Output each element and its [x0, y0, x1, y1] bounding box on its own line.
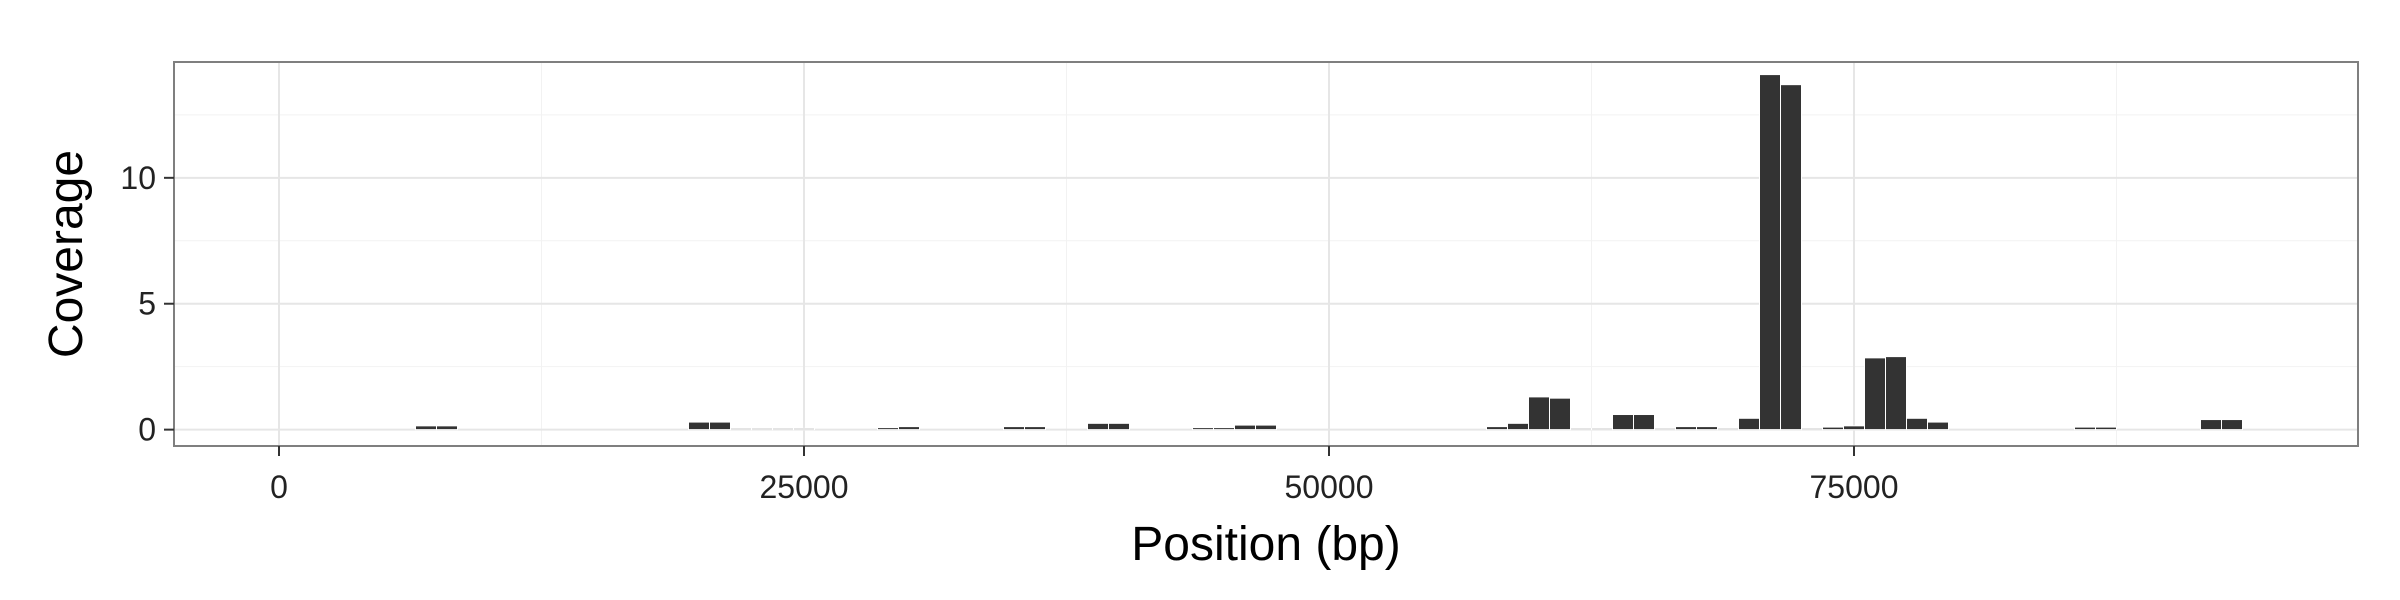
bar: [1801, 427, 1823, 431]
y-tick-label: 10: [120, 160, 156, 196]
y-axis: 0 5 10: [120, 160, 174, 448]
bar: [1528, 396, 1550, 431]
bar: [1213, 427, 1235, 431]
x-tick-label: 0: [270, 469, 288, 505]
y-tick-label: 0: [138, 412, 156, 448]
major-gridlines: [174, 62, 2358, 446]
bar: [1591, 427, 1613, 431]
bar: [1906, 417, 1928, 431]
bar: [2200, 419, 2222, 431]
bar: [1738, 417, 1760, 431]
bar: [751, 427, 773, 431]
bar: [1654, 427, 1676, 431]
y-axis-title: Coverage: [40, 150, 93, 358]
bar: [1885, 356, 1907, 431]
bar: [688, 421, 710, 431]
bars: [415, 74, 2243, 431]
bar: [1864, 357, 1886, 431]
plot-panel-border: [173, 61, 2359, 447]
x-tick-label: 25000: [760, 469, 849, 505]
bar: [1780, 84, 1802, 431]
x-tick-label: 75000: [1810, 469, 1899, 505]
bar: [709, 421, 731, 431]
bar: [1570, 427, 1592, 431]
bar: [793, 427, 815, 431]
bar: [2221, 419, 2243, 431]
bar: [1612, 414, 1634, 431]
bar: [2074, 426, 2096, 431]
bar: [1486, 426, 1508, 431]
bar: [415, 425, 437, 431]
x-tick-label: 50000: [1285, 469, 1374, 505]
x-axis-title: Position (bp): [1131, 518, 1400, 571]
bar: [1087, 422, 1109, 431]
bar: [898, 426, 920, 431]
bar: [1507, 422, 1529, 431]
bar: [730, 427, 752, 431]
bar: [1192, 427, 1214, 431]
bar: [1255, 424, 1277, 431]
bar: [1675, 426, 1697, 431]
bar: [1024, 426, 1046, 431]
bar: [1717, 427, 1739, 431]
bar: [2095, 426, 2117, 431]
bar: [772, 427, 794, 431]
minor-gridlines: [174, 62, 2358, 446]
bar: [1633, 414, 1655, 431]
bar: [877, 427, 899, 431]
x-axis: 0 25000 50000 75000: [270, 446, 1898, 505]
plot-panel: [174, 62, 2358, 446]
y-tick-label: 5: [138, 286, 156, 322]
bar: [1843, 425, 1865, 431]
bar: [1822, 426, 1844, 431]
bar: [1108, 422, 1130, 431]
bar: [1234, 424, 1256, 431]
bar: [1549, 397, 1571, 431]
bar: [1003, 426, 1025, 431]
bar: [1696, 426, 1718, 431]
bar: [1927, 421, 1949, 431]
bar: [1759, 74, 1781, 431]
bar: [436, 425, 458, 431]
